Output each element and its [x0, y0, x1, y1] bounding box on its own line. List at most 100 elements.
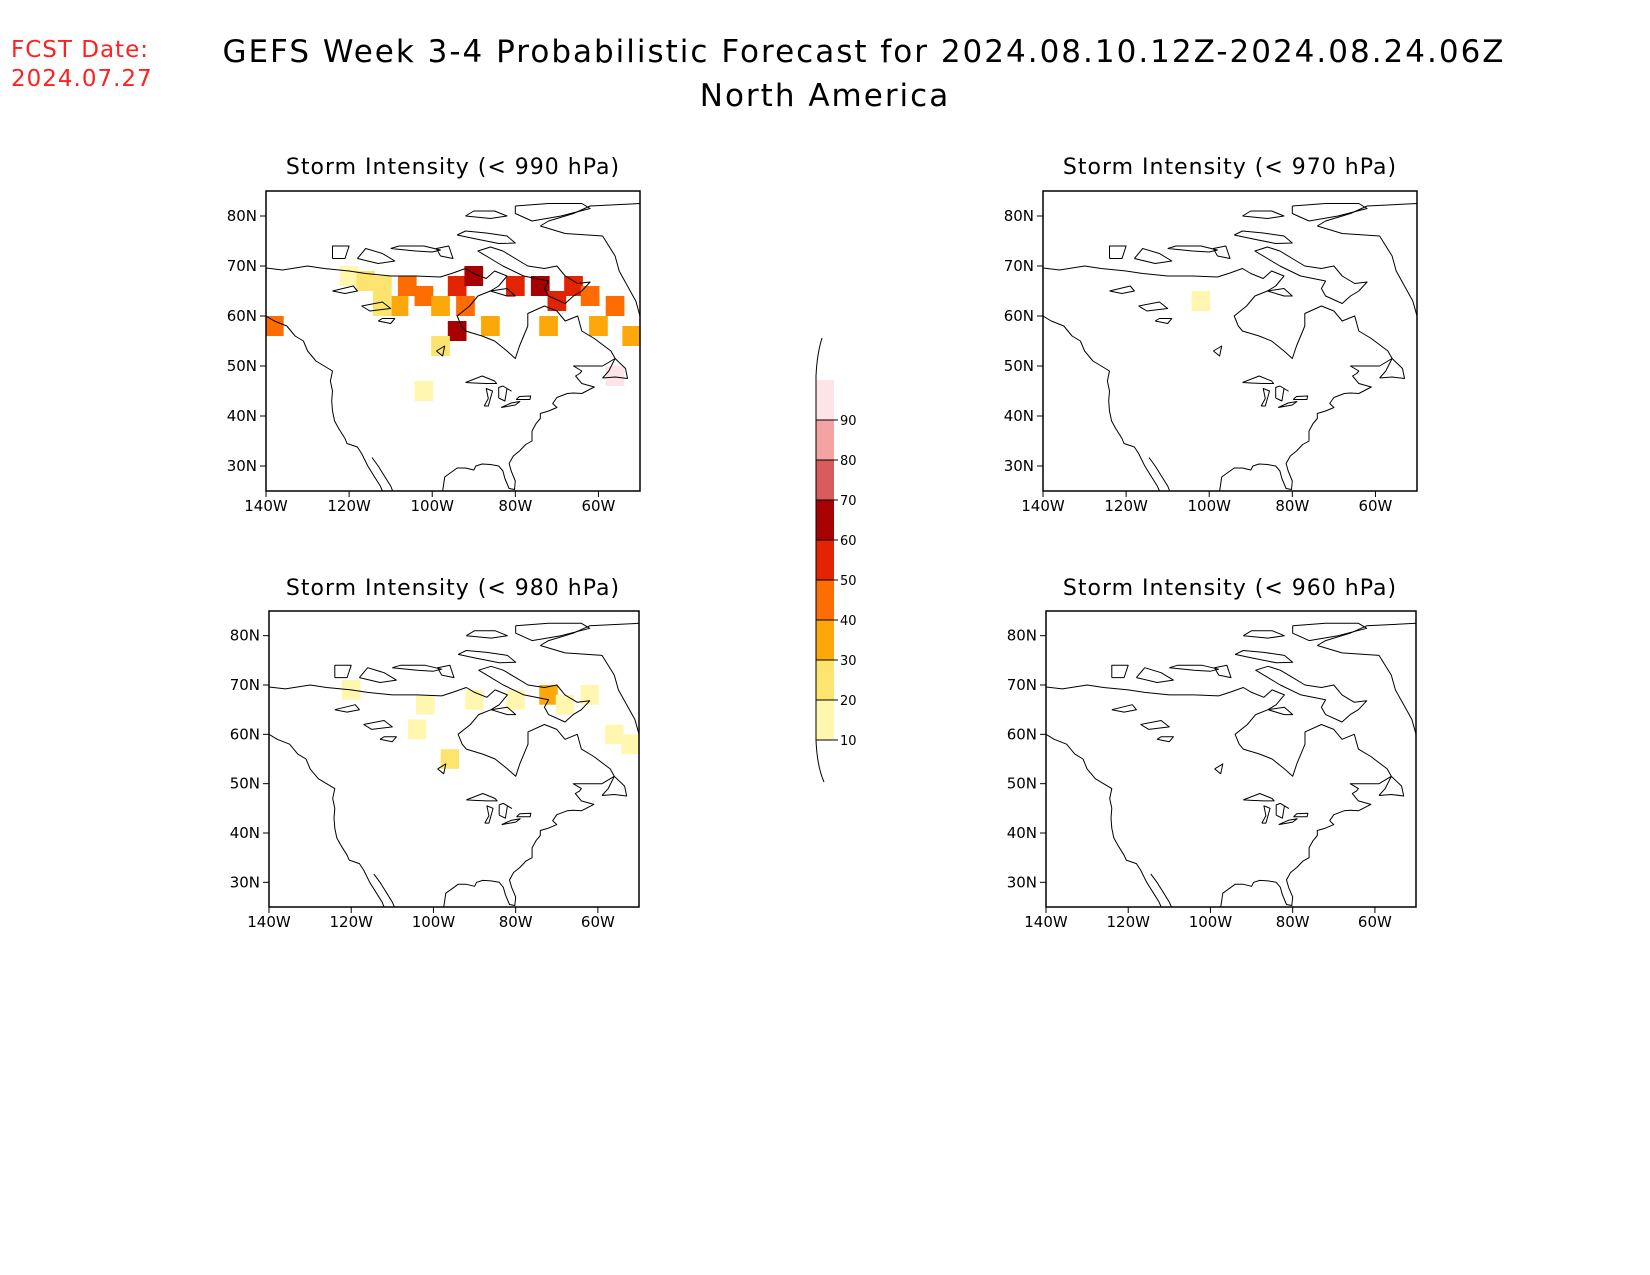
lon-tick-label: 60W — [581, 913, 615, 931]
coastline — [1267, 706, 1294, 716]
coastline — [490, 706, 517, 716]
coastline — [1214, 664, 1232, 679]
colorbar-segment — [816, 380, 834, 420]
forecast-date-value: 2024.07.27 — [11, 66, 153, 92]
coastline — [1261, 805, 1271, 824]
coastline — [363, 720, 393, 730]
probability-cell — [555, 694, 575, 715]
coastline — [1234, 650, 1294, 664]
coastline — [478, 665, 591, 723]
lat-tick-label: 80N — [1007, 627, 1037, 645]
probability-cell — [431, 336, 450, 356]
coastline — [371, 457, 394, 491]
probability-cell — [414, 286, 434, 306]
lon-tick-label: 100W — [1189, 913, 1233, 931]
coastline — [269, 684, 615, 907]
coastline — [1379, 358, 1405, 379]
coastline — [435, 245, 454, 259]
colorbar-label: 80 — [840, 454, 857, 469]
lat-tick-label: 80N — [227, 207, 257, 225]
lat-tick-label: 30N — [1007, 873, 1037, 891]
coastline — [1317, 622, 1416, 735]
lon-tick-label: 80W — [499, 913, 533, 931]
coastline — [334, 664, 352, 679]
map-frame — [1045, 610, 1417, 908]
colorbar-segment — [816, 540, 834, 580]
coastline — [465, 210, 508, 219]
colorbar-segment — [816, 700, 834, 740]
lat-tick-label: 70N — [1004, 257, 1034, 275]
probability-cell — [414, 381, 434, 401]
lon-tick-label: 80W — [1276, 913, 1310, 931]
figure-title: GEFS Week 3-4 Probabilistic Forecast for… — [222, 34, 1506, 70]
coastline — [436, 345, 446, 357]
map-panel-1: Storm Intensity (< 990 hPa) 30N 40N 50N 60N 7… — [227, 155, 641, 515]
coastline — [1242, 210, 1285, 219]
probability-cell — [1191, 291, 1211, 311]
lon-tick-label: 120W — [327, 497, 371, 515]
probability-cell — [605, 296, 625, 316]
probability-cell — [456, 296, 475, 316]
colorbar-label: 60 — [840, 534, 857, 549]
probability-cell — [397, 276, 417, 296]
lon-tick-label: 80W — [1275, 497, 1309, 515]
colorbar-label: 50 — [840, 574, 857, 589]
coastline — [465, 375, 498, 384]
coastline — [334, 704, 360, 713]
coastline — [1267, 288, 1293, 297]
coastline — [1214, 763, 1224, 775]
coastline — [1275, 802, 1290, 819]
coastline — [1378, 775, 1405, 797]
coastline — [1154, 318, 1173, 324]
coastline — [457, 650, 517, 664]
coastline — [1150, 873, 1172, 907]
coastline — [1148, 457, 1171, 491]
map-area — [269, 622, 639, 907]
probability-cell — [621, 734, 639, 755]
figure-subtitle: North America — [699, 78, 951, 114]
lon-tick-label: 100W — [412, 913, 456, 931]
coastline — [1109, 285, 1135, 294]
map-panel-4: Storm Intensity (< 960 hPa) 30N 40N 50N 60N 7… — [1007, 576, 1417, 931]
probability-cell — [505, 276, 525, 296]
lat-tick-label: 30N — [230, 873, 260, 891]
colorbar: 10 20 30 40 50 60 70 80 90 — [815, 337, 857, 783]
coastline — [483, 388, 493, 407]
lon-tick-label: 60W — [1358, 497, 1392, 515]
coastline — [437, 664, 455, 679]
coastline — [1292, 622, 1368, 642]
coastline — [361, 301, 392, 312]
probability-cell — [539, 316, 558, 336]
lat-tick-label: 60N — [227, 307, 257, 325]
coastline — [501, 818, 521, 826]
coastline — [1292, 395, 1309, 400]
coastline — [1278, 818, 1298, 826]
panel-title: Storm Intensity (< 980 hPa) — [286, 576, 620, 601]
colorbar-segment — [816, 500, 834, 540]
coastline — [390, 245, 441, 253]
probability-cell — [447, 276, 467, 296]
map-panel-3: Storm Intensity (< 980 hPa) 30N 40N 50N 60N 7… — [230, 576, 640, 931]
probability-cell — [605, 724, 624, 745]
probability-cell — [431, 296, 450, 316]
coastline — [359, 667, 397, 683]
probability-cell — [415, 694, 435, 715]
lat-tick-label: 40N — [230, 824, 260, 842]
lat-tick-label: 60N — [230, 725, 260, 743]
map-area — [1046, 622, 1416, 907]
lon-tick-label: 120W — [1106, 913, 1150, 931]
coastline — [477, 246, 591, 304]
lon-tick-label: 60W — [1358, 913, 1392, 931]
lon-tick-label: 80W — [498, 497, 532, 515]
lat-tick-label: 40N — [1004, 407, 1034, 425]
probability-cell — [589, 316, 608, 336]
coastline — [1169, 664, 1220, 672]
coastline — [540, 203, 640, 317]
coastline — [1254, 246, 1368, 304]
probability-cell — [547, 291, 567, 311]
probability-cell — [530, 276, 550, 296]
coastline — [1046, 684, 1392, 907]
panel-title: Storm Intensity (< 990 hPa) — [286, 155, 620, 180]
lat-tick-label: 50N — [1007, 775, 1037, 793]
probability-cell — [465, 689, 484, 710]
